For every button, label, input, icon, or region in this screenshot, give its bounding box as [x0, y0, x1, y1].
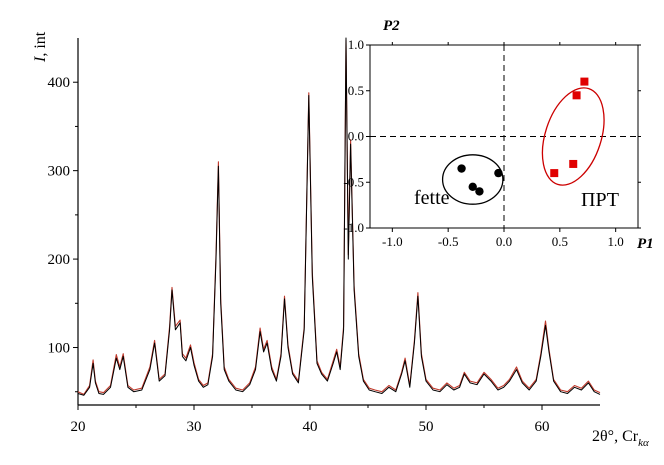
inset-point-circle — [475, 187, 484, 196]
inset-enclosure-0 — [441, 154, 504, 205]
main-y-tick-label: 400 — [48, 75, 71, 91]
inset-enclosure-1 — [541, 87, 605, 186]
inset-y-tick-label: 1.0 — [348, 37, 364, 52]
main-x-tick-label: 50 — [419, 419, 434, 435]
inset-ticks: -1.0 -0.5 0.0 0.5 1.0 -1.0 -0.5 0.0 0.5 1.0 — [343, 37, 641, 249]
inset-y-tick-label: 0.0 — [348, 129, 364, 144]
main-y-axis-title: I, int — [32, 31, 49, 63]
main-series-line-0 — [77, 37, 601, 396]
main-x-tick-label: 60 — [535, 419, 550, 435]
inset-enclosures — [441, 87, 605, 205]
inset-y-tick-label: -0.5 — [343, 174, 364, 189]
inset-scatter-chart: -1.0 -0.5 0.0 0.5 1.0 -1.0 -0.5 0.0 0.5 1.0 P2 P1… — [343, 18, 653, 252]
main-y-ticks: 100 200 300 400 — [48, 75, 78, 393]
main-x-tick-label: 40 — [303, 419, 318, 435]
inset-x-tick-label: 0.5 — [552, 234, 568, 249]
inset-y-axis-title: P2 — [383, 18, 400, 34]
inset-point-square — [550, 169, 559, 178]
inset-y-tick-label: 0.5 — [348, 83, 364, 98]
inset-points — [457, 77, 589, 196]
inset-group-label-fette: fette — [414, 187, 450, 209]
main-x-axis-title: 2θ°, Crkα — [592, 428, 649, 449]
inset-x-tick-label: -0.5 — [438, 234, 459, 249]
inset-x-axis-title: P1 — [637, 236, 654, 252]
main-x-tick-label: 20 — [71, 419, 86, 435]
xrd-chart: 20 30 40 50 60 100 200 300 400 I, int 2θ°, Crkα — [32, 31, 649, 449]
main-x-tick-label: 30 — [187, 419, 202, 435]
main-y-axis-title-italic: I — [32, 56, 49, 63]
main-y-tick-label: 100 — [48, 341, 71, 357]
inset-point-square — [580, 77, 589, 86]
inset-point-circle — [457, 164, 466, 173]
main-x-axis-title-main: 2θ°, Cr — [592, 428, 639, 445]
inset-point-circle — [468, 182, 477, 192]
inset-y-tick-label: -1.0 — [343, 220, 364, 235]
main-y-tick-label: 300 — [48, 164, 71, 180]
main-x-axis-title-sub: kα — [638, 437, 649, 449]
main-y-axis-title-rest: , int — [32, 31, 49, 56]
main-y-tick-label: 200 — [48, 252, 71, 268]
inset-x-tick-label: 1.0 — [608, 234, 624, 249]
inset-group-label-prt: ПРТ — [581, 189, 619, 211]
main-x-ticks: 20 30 40 50 60 — [71, 405, 550, 435]
inset-point-circle — [494, 168, 503, 178]
inset-x-tick-label: 0.0 — [496, 234, 512, 249]
inset-point-square — [569, 159, 578, 168]
inset-point-square — [572, 91, 581, 100]
inset-x-tick-label: -1.0 — [382, 234, 403, 249]
main-series — [77, 37, 601, 396]
